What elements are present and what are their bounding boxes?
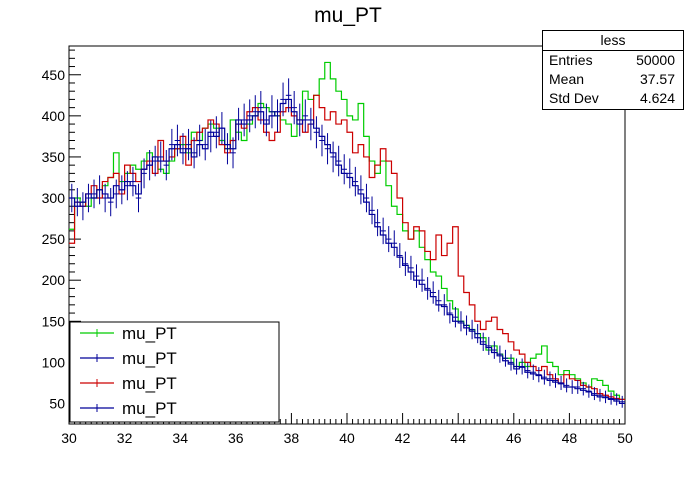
y-tick-label: 150 (42, 313, 66, 329)
y-tick-label: 450 (42, 67, 66, 83)
stats-value: 4.624 (639, 90, 675, 106)
legend-label: mu_PT (122, 349, 177, 368)
series-line (69, 94, 625, 400)
x-tick-label: 30 (61, 430, 77, 446)
x-tick-label: 50 (617, 430, 633, 446)
x-tick-label: 40 (339, 430, 355, 446)
x-tick-label: 42 (395, 430, 411, 446)
stats-label: Entries (549, 52, 593, 68)
stats-box: less Entries 50000 Mean 37.57 Std Dev 4.… (542, 30, 684, 110)
legend-label: mu_PT (122, 374, 177, 393)
legend-label: mu_PT (122, 324, 177, 343)
series-line (69, 61, 625, 400)
y-tick-label: 400 (42, 108, 66, 124)
legend-label: mu_PT (122, 399, 177, 418)
x-tick-label: 44 (450, 430, 466, 446)
stats-value: 50000 (636, 52, 675, 68)
y-tick-label: 350 (42, 149, 66, 165)
stats-label: Std Dev (549, 90, 599, 106)
stats-label: Mean (549, 71, 585, 87)
y-tick-label: 100 (42, 354, 66, 370)
chart-title: mu_PT (314, 4, 382, 27)
stats-value: 37.57 (639, 71, 675, 87)
x-tick-label: 48 (562, 430, 578, 446)
stats-title: less (543, 31, 683, 51)
x-tick-label: 32 (117, 430, 133, 446)
x-tick-label: 36 (228, 430, 244, 446)
y-tick-label: 250 (42, 231, 66, 247)
legend-box (69, 321, 280, 423)
stats-row-mean: Mean 37.57 (543, 70, 683, 89)
x-tick-label: 38 (284, 430, 300, 446)
y-tick-label: 50 (49, 395, 65, 411)
stats-row-stddev: Std Dev 4.624 (543, 89, 683, 108)
series-line (69, 98, 625, 405)
y-tick-label: 200 (42, 272, 66, 288)
y-tick-label: 300 (42, 190, 66, 206)
x-tick-label: 46 (506, 430, 522, 446)
x-tick-label: 34 (172, 430, 188, 446)
stats-row-entries: Entries 50000 (543, 51, 683, 70)
